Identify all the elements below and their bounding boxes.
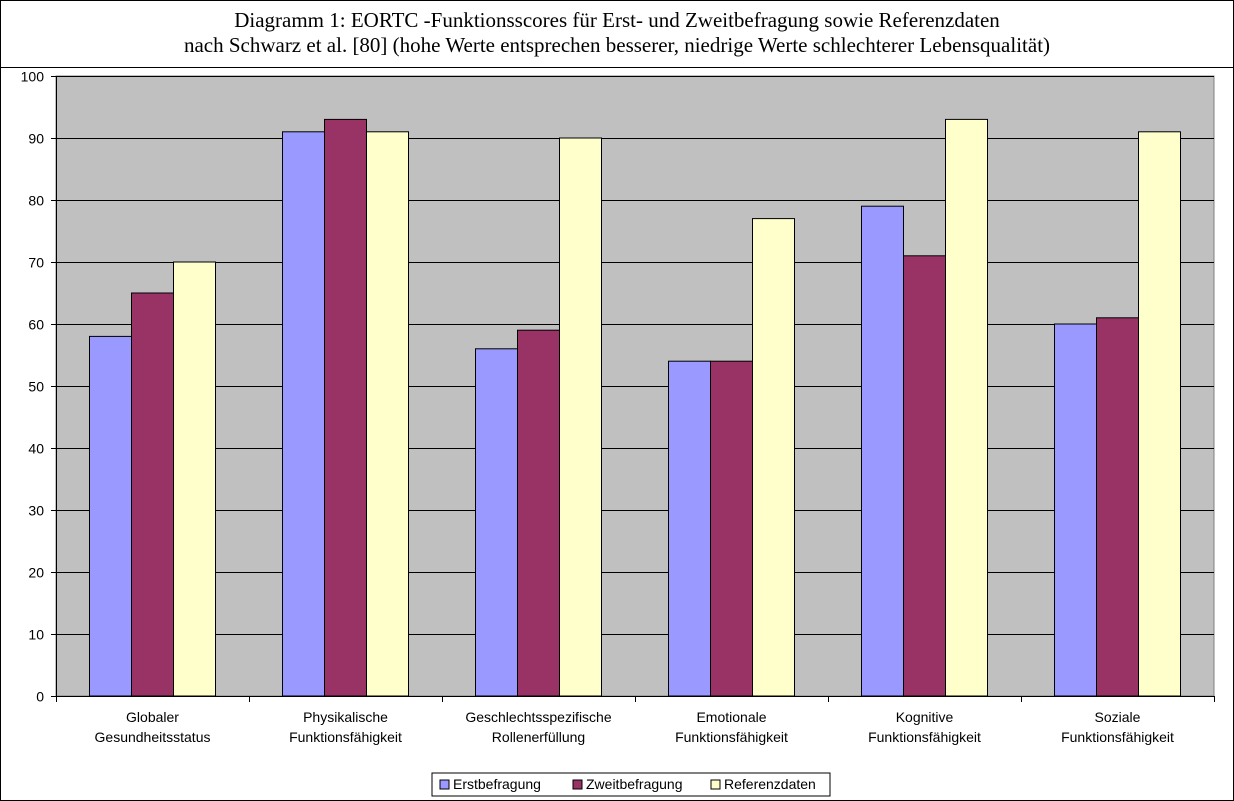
y-tick-label: 60 xyxy=(28,317,44,333)
y-tick-label: 10 xyxy=(28,627,44,643)
x-category-label: Soziale Funktionsfähigkeit xyxy=(1061,709,1174,745)
legend-label-zweitbefragung: Zweitbefragung xyxy=(586,776,683,792)
bar-zweitbefragung-0 xyxy=(131,292,174,697)
legend-swatch-referenzdaten xyxy=(710,779,721,790)
bar-zweitbefragung-4 xyxy=(903,255,946,697)
bar-referenzdaten-3 xyxy=(752,218,795,697)
y-tick-label: 90 xyxy=(28,131,44,147)
bar-zweitbefragung-3 xyxy=(710,360,753,697)
bar-zweitbefragung-5 xyxy=(1096,317,1139,697)
x-category-label: Globaler Gesundheitsstatus xyxy=(95,709,211,745)
chart-title: Diagramm 1: EORTC -Funktionsscores für E… xyxy=(234,8,1000,32)
legend-label-erstbefragung: Erstbefragung xyxy=(453,776,541,792)
y-tick-label: 0 xyxy=(36,689,44,705)
bar-referenzdaten-0 xyxy=(173,261,216,697)
legend-label-referenzdaten: Referenzdaten xyxy=(724,776,816,792)
bar-erstbefragung-3 xyxy=(668,360,711,697)
legend xyxy=(431,772,831,797)
bar-erstbefragung-5 xyxy=(1054,323,1097,697)
bar-erstbefragung-4 xyxy=(861,205,904,697)
bar-referenzdaten-1 xyxy=(366,131,409,697)
x-category-label: Emotionale Funktionsfähigkeit xyxy=(675,709,788,745)
legend-swatch-erstbefragung xyxy=(439,779,450,790)
chart-title-block: Diagramm 1: EORTC -Funktionsscores für E… xyxy=(1,1,1233,68)
y-tick-label: 20 xyxy=(28,565,44,581)
chart-subtitle: nach Schwarz et al. [80] (hohe Werte ent… xyxy=(183,33,1051,57)
y-tick-label: 100 xyxy=(21,69,45,85)
legend-swatch-zweitbefragung xyxy=(572,779,583,790)
y-tick-label: 30 xyxy=(28,503,44,519)
x-category-label: Physikalische Funktionsfähigkeit xyxy=(289,709,402,745)
x-category-label: Kognitive Funktionsfähigkeit xyxy=(868,709,981,745)
bar-erstbefragung-1 xyxy=(282,131,325,697)
bar-zweitbefragung-1 xyxy=(324,118,367,697)
y-tick-label: 70 xyxy=(28,255,44,271)
y-tick-label: 50 xyxy=(28,379,44,395)
bar-referenzdaten-5 xyxy=(1138,131,1181,697)
bar-erstbefragung-0 xyxy=(89,335,132,697)
bar-zweitbefragung-2 xyxy=(517,329,560,697)
bar-referenzdaten-4 xyxy=(945,118,988,697)
bar-erstbefragung-2 xyxy=(475,348,518,697)
bar-referenzdaten-2 xyxy=(559,137,602,697)
y-tick-label: 80 xyxy=(28,193,44,209)
x-category-label: Geschlechtsspezifische Rollenerfüllung xyxy=(465,709,612,745)
y-tick-label: 40 xyxy=(28,441,44,457)
